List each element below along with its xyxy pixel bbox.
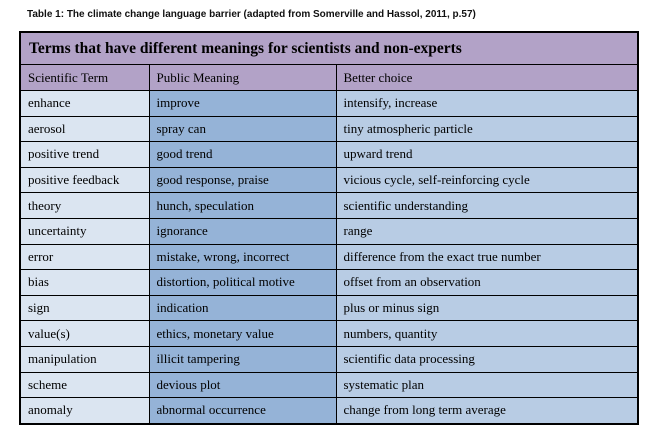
scientific-term-cell: aerosol	[19, 115, 150, 143]
table-row: uncertainty ignorance range	[19, 217, 639, 245]
column-header-1: Scientific Term	[19, 64, 150, 91]
scientific-term-cell: bias	[19, 269, 150, 296]
better-choice-cell: vicious cycle, self-reinforcing cycle	[335, 166, 639, 194]
scientific-term-cell: uncertainty	[19, 217, 150, 245]
table-row: sign indication plus or minus sign	[19, 294, 639, 322]
better-choice-cell: intensify, increase	[335, 90, 639, 117]
better-choice-cell: offset from an observation	[335, 269, 639, 296]
better-choice-cell: scientific data processing	[335, 345, 639, 373]
better-choice-cell: difference from the exact true number	[335, 243, 639, 271]
public-meaning-cell: abnormal occurrence	[148, 397, 337, 425]
column-header-3: Better choice	[335, 64, 639, 91]
public-meaning-cell: distortion, political motive	[148, 269, 337, 296]
public-meaning-cell: good trend	[148, 141, 337, 168]
better-choice-cell: systematic plan	[335, 371, 639, 399]
table-row: scheme devious plot systematic plan	[19, 371, 639, 399]
table-row: bias distortion, political motive offset f…	[19, 269, 639, 296]
better-choice-cell: upward trend	[335, 141, 639, 168]
scientific-term-cell: manipulation	[19, 345, 150, 373]
public-meaning-cell: mistake, wrong, incorrect	[148, 243, 337, 271]
table-row: error mistake, wrong, incorrect difference…	[19, 243, 639, 271]
scientific-term-cell: scheme	[19, 371, 150, 399]
table-caption: Table 1: The climate change language bar…	[27, 9, 476, 20]
table-row: positive feedback good response, praise vi…	[19, 166, 639, 194]
better-choice-cell: numbers, quantity	[335, 320, 639, 347]
table-row: enhance improve intensify, increase	[19, 90, 639, 117]
public-meaning-cell: indication	[148, 294, 337, 322]
public-meaning-cell: ethics, monetary value	[148, 320, 337, 347]
scientific-term-cell: positive feedback	[19, 166, 150, 194]
better-choice-cell: tiny atmospheric particle	[335, 115, 639, 143]
better-choice-cell: scientific understanding	[335, 192, 639, 219]
scientific-term-cell: anomaly	[19, 397, 150, 425]
scientific-term-cell: positive trend	[19, 141, 150, 168]
table-row: anomaly abnormal occurrence change from lo…	[19, 397, 639, 425]
table-body: enhance improve intensify, increase aerosol…	[19, 90, 639, 425]
better-choice-cell: change from long term average	[335, 397, 639, 425]
better-choice-cell: range	[335, 217, 639, 245]
public-meaning-cell: hunch, speculation	[148, 192, 337, 219]
scientific-term-cell: sign	[19, 294, 150, 322]
table-row: aerosol spray can tiny atmospheric particl…	[19, 115, 639, 143]
public-meaning-cell: spray can	[148, 115, 337, 143]
table-row: manipulation illicit tampering scientific …	[19, 345, 639, 373]
scientific-term-cell: error	[19, 243, 150, 271]
table-row: positive trend good trend upward trend	[19, 141, 639, 168]
public-meaning-cell: ignorance	[148, 217, 337, 245]
scientific-term-cell: enhance	[19, 90, 150, 117]
terms-table: Terms that have different meanings for s…	[19, 31, 640, 425]
better-choice-cell: plus or minus sign	[335, 294, 639, 322]
table-title-row: Terms that have different meanings for s…	[19, 31, 639, 65]
table-row: value(s) ethics, monetary value numbers, q…	[19, 320, 639, 347]
column-header-2: Public Meaning	[148, 64, 337, 91]
public-meaning-cell: illicit tampering	[148, 345, 337, 373]
public-meaning-cell: improve	[148, 90, 337, 117]
scientific-term-cell: value(s)	[19, 320, 150, 347]
table-row: theory hunch, speculation scientific under…	[19, 192, 639, 219]
scientific-term-cell: theory	[19, 192, 150, 219]
public-meaning-cell: good response, praise	[148, 166, 337, 194]
column-header-row: Scientific Term Public Meaning Better choi…	[19, 64, 639, 91]
public-meaning-cell: devious plot	[148, 371, 337, 399]
table-title: Terms that have different meanings for s…	[19, 31, 639, 65]
